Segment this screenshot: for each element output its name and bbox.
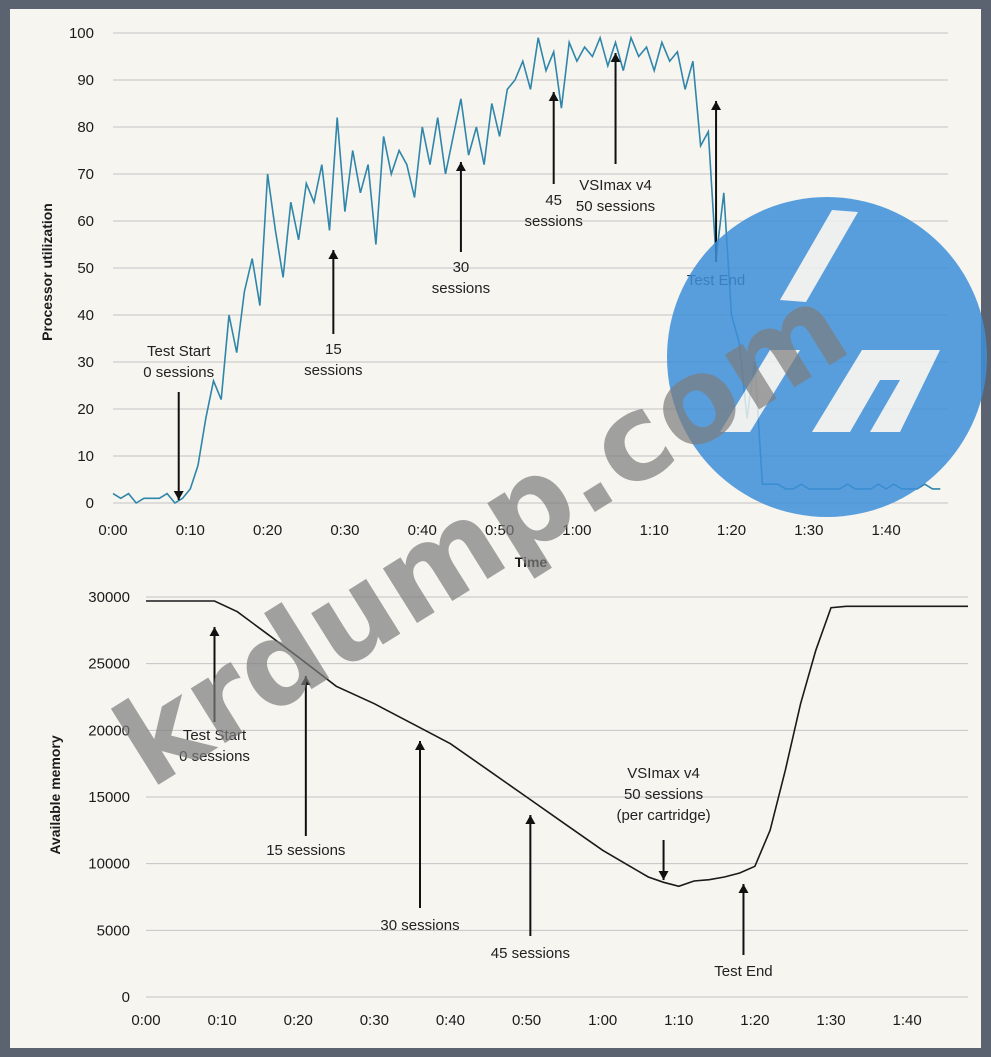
- c1-annotation-text: sessions: [432, 280, 490, 297]
- c1-arrow-head: [173, 491, 184, 500]
- c2-arrow-head: [738, 884, 749, 893]
- c2-x-tick-label: 1:20: [740, 1012, 769, 1029]
- c1-annotation: VSImax v4 50 sessions: [576, 53, 655, 215]
- c1-x-tick-label: 1:30: [794, 522, 823, 539]
- c2-annotation-text: 50 sessions: [624, 786, 703, 803]
- c2-x-tick-label: 1:00: [588, 1012, 617, 1029]
- c1-annotation-text: Test Start: [147, 343, 211, 360]
- c1-x-axis-title: Time: [515, 554, 548, 570]
- c2-y-tick-label: 0: [122, 989, 130, 1006]
- c1-annotations: Test Start 0 sessions 15 sessions 30 sessions…: [143, 53, 745, 500]
- c1-arrow-head: [328, 250, 339, 259]
- c1-arrow-head: [455, 162, 466, 171]
- c2-arrow-head: [658, 871, 669, 880]
- c1-annotation-text: 50 sessions: [576, 198, 655, 215]
- c2-x-tick-label: 0:30: [360, 1012, 389, 1029]
- c2-y-tick-label: 15000: [88, 789, 130, 806]
- c2-memory-series-line: [146, 600, 968, 888]
- c1-y-tick-label: 30: [77, 354, 94, 371]
- c2-annotations: Test Start 0 sessions 15 sessions 30 sessio…: [179, 627, 773, 980]
- c2-x-tick-label: 0:00: [131, 1012, 160, 1029]
- c2-x-tick-label: 1:10: [664, 1012, 693, 1029]
- c1-arrow-head: [548, 92, 559, 101]
- c2-x-tick-label: 0:40: [436, 1012, 465, 1029]
- c1-y-tick-label: 80: [77, 119, 94, 136]
- c2-y-tick-label: 10000: [88, 856, 130, 873]
- c2-annotation-text: 0 sessions: [179, 748, 250, 765]
- c1-annotation-text: 0 sessions: [143, 364, 214, 381]
- c1-annotation-text: 45: [545, 192, 562, 209]
- c2-y-axis-title: Available memory: [47, 735, 63, 855]
- c1-y-tick-labels: 0 10 20 30 40 50 60 70 80 90 100: [69, 25, 94, 512]
- c2-annotation-text: 45 sessions: [491, 945, 570, 962]
- c1-y-tick-label: 40: [77, 307, 94, 324]
- c2-arrow-head: [525, 815, 536, 824]
- c1-x-tick-label: 1:10: [640, 522, 669, 539]
- c1-x-tick-label: 1:40: [872, 522, 901, 539]
- c1-x-tick-label: 0:40: [408, 522, 437, 539]
- c2-annotation-text: Test End: [714, 963, 772, 980]
- c1-x-tick-label: 1:00: [562, 522, 591, 539]
- c2-annotation: Test Start 0 sessions: [179, 627, 250, 765]
- c2-x-tick-label: 0:20: [284, 1012, 313, 1029]
- c1-annotation: Test Start 0 sessions: [143, 343, 214, 500]
- c2-annotation-text: (per cartridge): [616, 807, 710, 824]
- c1-annotation: 15 sessions: [304, 250, 363, 379]
- c2-annotation: VSImax v4 50 sessions (per cartridge): [616, 765, 711, 880]
- c2-y-tick-label: 25000: [88, 656, 130, 673]
- c1-y-tick-label: 60: [77, 213, 94, 230]
- c1-annotation-text: 15: [325, 341, 342, 358]
- c2-annotation: 15 sessions: [266, 676, 345, 859]
- c1-annotation-text: VSImax v4: [579, 177, 652, 194]
- c1-x-tick-label: 1:20: [717, 522, 746, 539]
- c2-arrow-head: [300, 676, 311, 685]
- c1-annotation: 45 sessions: [525, 92, 583, 230]
- c1-gridlines: [113, 32, 948, 504]
- c2-annotation: Test End: [714, 884, 773, 980]
- c2-annotation: 30 sessions: [380, 741, 460, 934]
- c2-x-tick-label: 1:40: [893, 1012, 922, 1029]
- c2-annotation-text: 30 sessions: [380, 917, 459, 934]
- c2-gridlines: [146, 596, 968, 998]
- c2-y-tick-labels: 0 5000 10000 15000 20000 25000 30000: [88, 589, 130, 1006]
- c1-y-tick-label: 100: [69, 25, 94, 42]
- c1-y-tick-label: 0: [86, 495, 94, 512]
- c1-annotation-text: sessions: [304, 362, 362, 379]
- c2-y-tick-label: 20000: [88, 722, 130, 739]
- hp-logo-icon: [667, 197, 987, 517]
- c2-annotation-text: Test Start: [183, 727, 247, 744]
- figure-frame: [10, 9, 981, 1048]
- c1-x-tick-labels: 0:00 0:10 0:20 0:30 0:40 0:50 1:00 1:10 1:20 1:30…: [98, 522, 900, 539]
- c1-x-tick-label: 0:20: [253, 522, 282, 539]
- c1-x-tick-label: 0:00: [98, 522, 127, 539]
- c1-y-tick-label: 10: [77, 448, 94, 465]
- c1-annotation: 30 sessions: [432, 162, 490, 297]
- c2-annotation: 45 sessions: [491, 815, 570, 962]
- c1-x-tick-label: 0:50: [485, 522, 514, 539]
- c2-y-tick-label: 30000: [88, 589, 130, 606]
- c2-annotation-text: VSImax v4: [627, 765, 700, 782]
- c1-arrow-head: [610, 53, 621, 62]
- c2-x-tick-label: 0:10: [208, 1012, 237, 1029]
- c2-x-tick-labels: 0:00 0:10 0:20 0:30 0:40 0:50 1:00 1:10 1:20 1:30…: [131, 1012, 921, 1029]
- c2-annotation-text: 15 sessions: [266, 842, 345, 859]
- c1-y-tick-label: 20: [77, 401, 94, 418]
- c1-arrow-head: [711, 101, 722, 110]
- c2-arrow-head: [209, 627, 220, 636]
- c1-y-tick-label: 70: [77, 166, 94, 183]
- c2-y-tick-label: 5000: [97, 922, 130, 939]
- c1-annotation-text: 30: [453, 259, 470, 276]
- c1-y-tick-label: 50: [77, 260, 94, 277]
- c1-y-tick-label: 90: [77, 72, 94, 89]
- c2-arrow-head: [415, 741, 425, 750]
- c1-x-tick-label: 0:10: [176, 522, 205, 539]
- c2-x-tick-label: 0:50: [512, 1012, 541, 1029]
- c2-x-tick-label: 1:30: [816, 1012, 845, 1029]
- c1-y-axis-title: Processor utilization: [39, 203, 55, 341]
- c1-x-tick-label: 0:30: [330, 522, 359, 539]
- c1-annotation-text: sessions: [525, 213, 583, 230]
